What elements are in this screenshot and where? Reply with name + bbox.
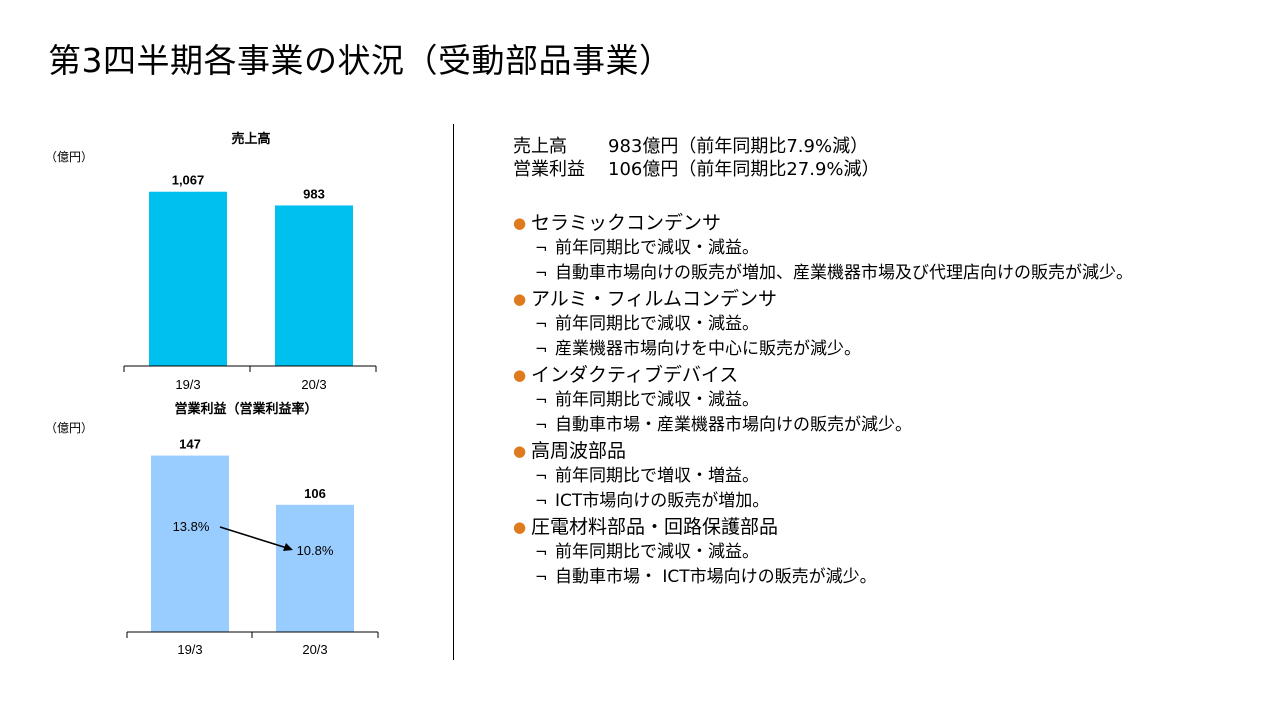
- segment-name: セラミックコンデンサ: [531, 212, 722, 234]
- summary-row-profit: 営業利益 106億円（前年同期比27.9%減）: [513, 158, 880, 181]
- profit-category-label: 19/3: [177, 642, 202, 657]
- summary-block: 売上高 983億円（前年同期比7.9%減） 営業利益 106億円（前年同期比27.9…: [513, 135, 880, 181]
- bar: [151, 455, 229, 632]
- not-sign-icon: ¬: [535, 543, 548, 561]
- segment-point-text: 前年同期比で減収・減益。: [555, 314, 759, 334]
- not-sign-icon: ¬: [535, 340, 548, 358]
- profit-chart-title: 営業利益（営業利益率）: [174, 401, 317, 416]
- segment-point: ¬ 前年同期比で減収・減益。: [513, 312, 1133, 337]
- segment-list: ● セラミックコンデンサ ¬ 前年同期比で減収・減益。 ¬ 自動車市場向けの販売が増加、産…: [513, 210, 1133, 590]
- segment-name: 高周波部品: [531, 440, 627, 462]
- segment-heading: ● 高周波部品: [513, 438, 1133, 464]
- summary-label: 営業利益: [513, 159, 585, 180]
- segment-heading: ● アルミ・フィルムコンデンサ: [513, 286, 1133, 312]
- segment-name: インダクティブデバイス: [531, 364, 739, 386]
- not-sign-icon: ¬: [535, 467, 548, 485]
- column-divider: [453, 124, 454, 660]
- bar-value-label: 983: [303, 186, 325, 201]
- sales-bars: 1,067 983: [149, 173, 353, 366]
- bullet-icon: ●: [513, 366, 527, 384]
- profit-unit-label: （億円）: [45, 421, 93, 435]
- summary-value: 983億円（前年同期比7.9%減）: [608, 136, 869, 157]
- sales-category-label: 20/3: [301, 377, 326, 392]
- bullet-icon: ●: [513, 518, 527, 536]
- segment-heading: ● 圧電材料部品・回路保護部品: [513, 514, 1133, 540]
- segment-point-text: 自動車市場向けの販売が増加、産業機器市場及び代理店向けの販売が減少。: [555, 263, 1133, 283]
- not-sign-icon: ¬: [535, 315, 548, 333]
- bar-value-label: 147: [179, 437, 201, 452]
- arrow-head-icon: [283, 543, 293, 551]
- bullet-icon: ●: [513, 442, 527, 460]
- not-sign-icon: ¬: [535, 416, 548, 434]
- not-sign-icon: ¬: [535, 391, 548, 409]
- segment-point-text: 自動車市場・産業機器市場向けの販売が減少。: [555, 415, 912, 435]
- segment-point: ¬ 前年同期比で減収・減益。: [513, 236, 1133, 261]
- segment-name: アルミ・フィルムコンデンサ: [531, 288, 778, 310]
- sales-category-label: 19/3: [175, 377, 200, 392]
- segment-point-text: 前年同期比で減収・減益。: [555, 390, 759, 410]
- bar: [275, 205, 353, 366]
- sales-unit-label: （億円）: [45, 150, 93, 164]
- bar: [276, 504, 354, 632]
- bullet-icon: ●: [513, 290, 527, 308]
- summary-label: 売上高: [513, 136, 567, 157]
- margin-label: 10.8%: [297, 543, 334, 558]
- not-sign-icon: ¬: [535, 239, 548, 257]
- summary-row-sales: 売上高 983億円（前年同期比7.9%減）: [513, 135, 880, 158]
- segment-name: 圧電材料部品・回路保護部品: [531, 516, 779, 538]
- segment-point: ¬ 産業機器市場向けを中心に販売が減少。: [513, 337, 1133, 362]
- segment-point-text: 自動車市場・ ICT市場向けの販売が減少。: [555, 567, 877, 587]
- segment-heading: ● セラミックコンデンサ: [513, 210, 1133, 236]
- margin-trend-arrow: [219, 526, 288, 549]
- not-sign-icon: ¬: [535, 264, 548, 282]
- bar-value-label: 1,067: [172, 173, 205, 188]
- margin-label: 13.8%: [173, 519, 210, 534]
- segment-point-text: ICT市場向けの販売が増加。: [555, 491, 770, 511]
- segment-point: ¬ 自動車市場・ ICT市場向けの販売が減少。: [513, 565, 1133, 590]
- segment-point: ¬ 前年同期比で減収・減益。: [513, 388, 1133, 413]
- segment-point-text: 前年同期比で増収・増益。: [555, 466, 759, 486]
- segment-point-text: 産業機器市場向けを中心に販売が減少。: [555, 339, 861, 359]
- segment-heading: ● インダクティブデバイス: [513, 362, 1133, 388]
- bullet-icon: ●: [513, 214, 527, 232]
- segment-point: ¬ 前年同期比で増収・増益。: [513, 464, 1133, 489]
- sales-chart-title: 売上高: [231, 131, 270, 146]
- profit-bars: 147 106: [151, 437, 354, 632]
- segment-point-text: 前年同期比で減収・減益。: [555, 542, 759, 562]
- not-sign-icon: ¬: [535, 568, 548, 586]
- segment-point: ¬ ICT市場向けの販売が増加。: [513, 489, 1133, 514]
- profit-category-label: 20/3: [302, 642, 327, 657]
- not-sign-icon: ¬: [535, 492, 548, 510]
- bar-value-label: 106: [304, 486, 326, 501]
- sales-chart: 売上高 （億円） 1,067 983 19/3 20/3: [45, 131, 377, 392]
- bar: [149, 191, 227, 366]
- page-title: 第3四半期各事業の状況（受動部品事業）: [48, 41, 673, 80]
- segment-point-text: 前年同期比で減収・減益。: [555, 238, 759, 258]
- segment-point: ¬ 自動車市場向けの販売が増加、産業機器市場及び代理店向けの販売が減少。: [513, 261, 1133, 286]
- summary-value: 106億円（前年同期比27.9%減）: [608, 159, 880, 180]
- segment-point: ¬ 前年同期比で減収・減益。: [513, 540, 1133, 565]
- segment-point: ¬ 自動車市場・産業機器市場向けの販売が減少。: [513, 413, 1133, 438]
